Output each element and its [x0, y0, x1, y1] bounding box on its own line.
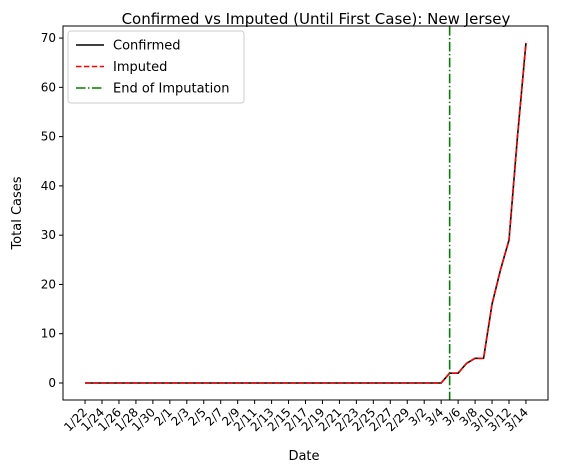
y-tick-label: 60	[41, 80, 56, 94]
legend-entry-label: Confirmed	[113, 39, 181, 54]
y-tick-label: 10	[41, 327, 56, 341]
legend-entry-label: End of Imputation	[113, 82, 229, 97]
legend: Confirmed Imputed End of Imputation	[67, 30, 245, 104]
axes-frame	[62, 25, 549, 401]
chart-title: Confirmed vs Imputed (Until First Case):…	[122, 10, 511, 28]
x-axis-label: Date	[288, 449, 319, 464]
legend-entry-label: Imputed	[113, 60, 167, 75]
y-tick-label: 40	[41, 179, 56, 193]
series-line-imputed	[85, 42, 527, 384]
legend-box	[67, 30, 245, 104]
y-axis-label: Total Cases	[10, 176, 25, 250]
y-tick-label: 20	[41, 277, 56, 291]
y-tick-label: 0	[48, 376, 56, 390]
y-tick-label: 30	[41, 228, 56, 242]
y-tick-label: 70	[41, 31, 56, 45]
y-tick-label: 50	[41, 130, 56, 144]
